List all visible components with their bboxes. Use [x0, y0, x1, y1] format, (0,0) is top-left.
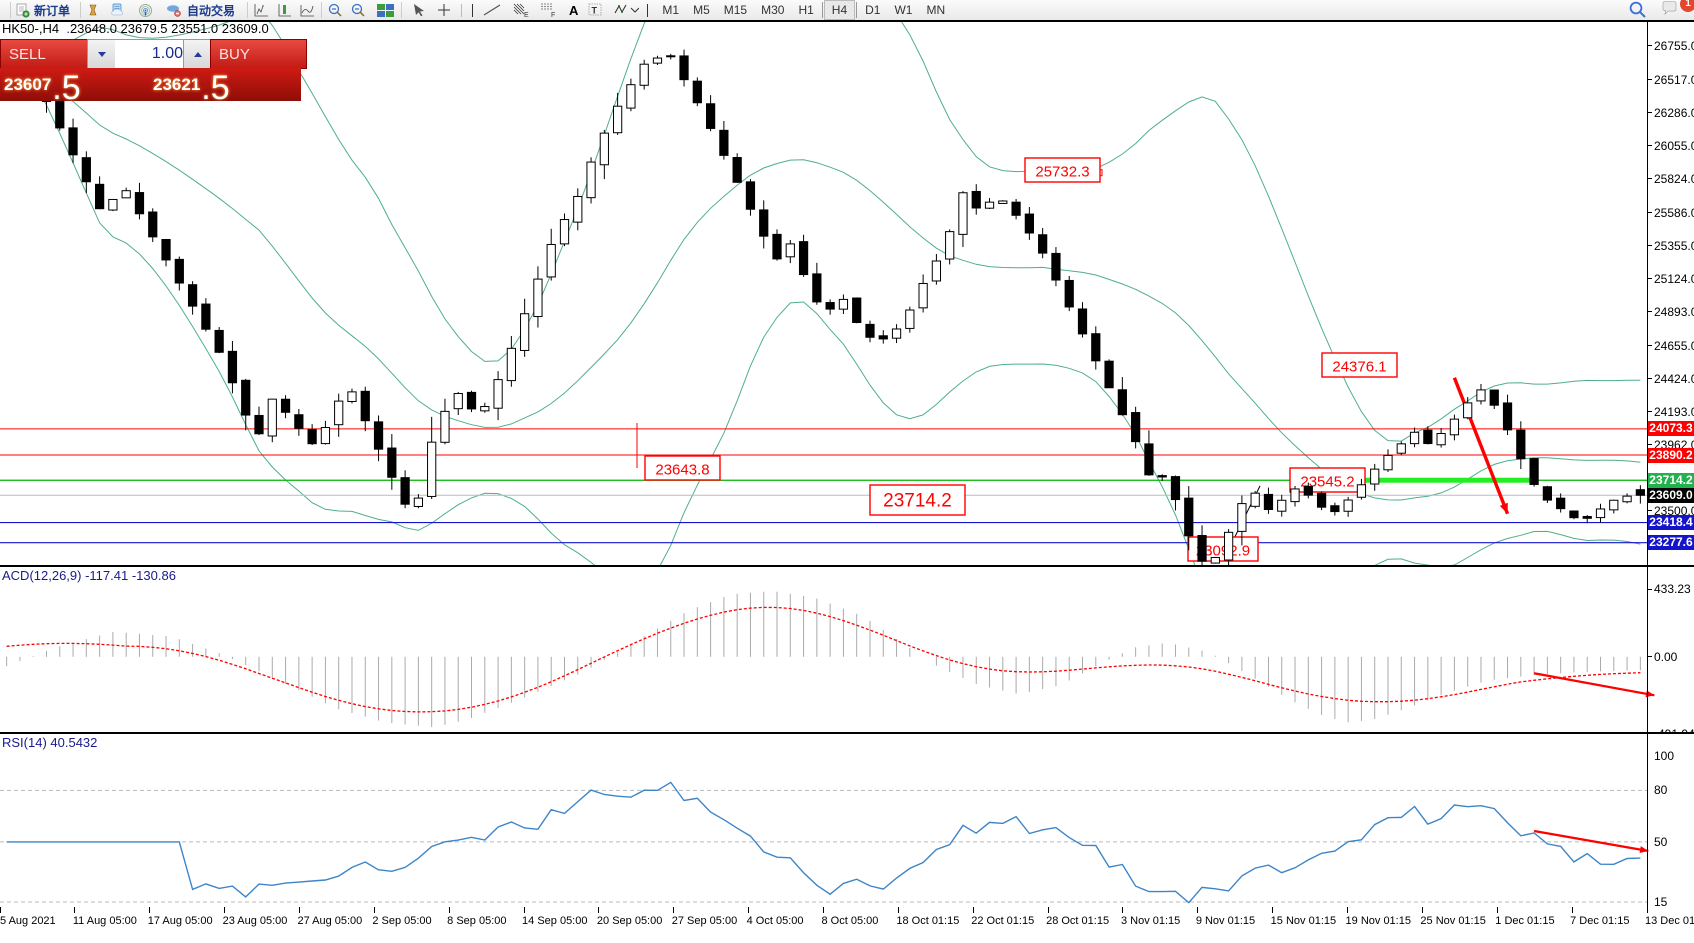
svg-text:T: T: [592, 6, 598, 16]
svg-text:E: E: [524, 12, 529, 17]
svg-text:23714.2: 23714.2: [883, 491, 952, 512]
svg-text:23643.8: 23643.8: [655, 462, 709, 479]
svg-text:24376.1: 24376.1: [1332, 359, 1386, 376]
svg-text:F: F: [551, 12, 555, 17]
svg-text:25732.3: 25732.3: [1035, 164, 1089, 181]
